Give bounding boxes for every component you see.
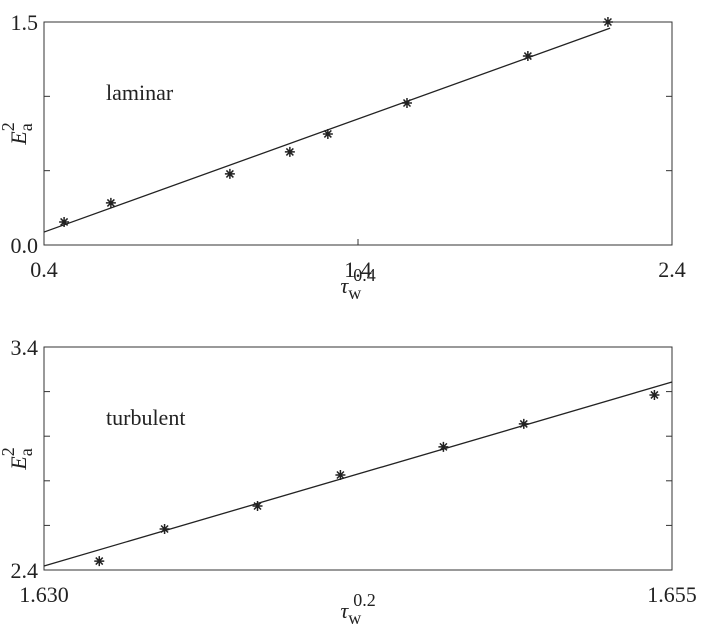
axis-label-base: τ: [340, 273, 349, 298]
plot-frame: [43, 346, 673, 571]
data-point: [522, 51, 533, 62]
x-tick-label: 1.630: [19, 582, 69, 607]
x-tick-label: 1.655: [647, 582, 697, 607]
data-point: [649, 389, 660, 400]
data-point: [105, 197, 116, 208]
axis-label-sub: w: [348, 608, 361, 624]
y-tick-label: 3.4: [11, 335, 39, 360]
axis-label-base: E: [6, 456, 31, 471]
data-point: [322, 128, 333, 139]
axis-label-sub: a: [16, 448, 36, 456]
axis-label-sup: 0.4: [353, 265, 376, 285]
plot-frame: [43, 21, 673, 246]
data-point: [94, 556, 105, 567]
y-tick-label: 1.5: [11, 10, 39, 35]
axis-label: Ea2: [0, 447, 36, 470]
fit-line: [43, 27, 611, 233]
data-point: [252, 500, 263, 511]
axis-label-sub: a: [16, 123, 36, 131]
data-point: [335, 470, 346, 481]
data-point: [159, 523, 170, 534]
annotation: turbulent: [106, 405, 185, 430]
data-point: [224, 168, 235, 179]
axis-label-sup: 2: [0, 447, 18, 456]
y-tick-label: 0.0: [11, 233, 39, 258]
axis-label-sup: 2: [0, 122, 18, 131]
fit-line: [43, 381, 673, 567]
x-tick-label: 2.4: [658, 257, 686, 282]
x-tick-label: 1.4: [344, 257, 372, 282]
data-point: [401, 98, 412, 109]
axis-label: Ea2: [0, 122, 36, 145]
axis-label-base: τ: [340, 598, 349, 623]
y-tick-label: 2.4: [11, 558, 39, 583]
annotation: laminar: [106, 80, 174, 105]
axis-label: τw0.4: [340, 265, 375, 303]
axis-label-base: E: [6, 131, 31, 146]
data-point: [518, 418, 529, 429]
axis-label: τw0.2: [340, 590, 375, 624]
data-point: [602, 17, 613, 27]
data-point: [59, 216, 70, 227]
axis-label-sup: 0.2: [353, 590, 376, 610]
data-point: [438, 441, 449, 452]
axis-label-sub: w: [348, 283, 361, 303]
data-point: [284, 146, 295, 157]
x-tick-label: 0.4: [30, 257, 58, 282]
